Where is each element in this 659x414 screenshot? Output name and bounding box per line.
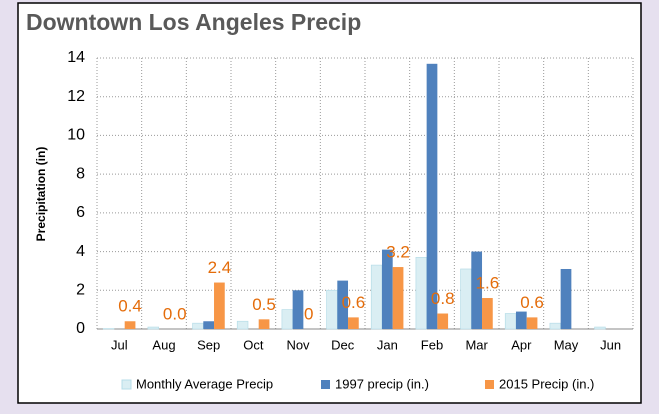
legend-swatch bbox=[485, 380, 494, 389]
bar bbox=[259, 319, 270, 329]
bar bbox=[125, 321, 136, 329]
y-tick-label: 6 bbox=[76, 204, 85, 221]
bar bbox=[327, 290, 338, 329]
data-label: 1.6 bbox=[476, 274, 500, 293]
bar bbox=[203, 321, 214, 329]
data-label: 0.0 bbox=[163, 304, 187, 323]
x-tick-label: Dec bbox=[331, 337, 355, 352]
legend-label: 1997 precip (in.) bbox=[335, 376, 429, 391]
data-label: 0.8 bbox=[431, 289, 455, 308]
bar bbox=[393, 267, 404, 329]
y-tick-label: 12 bbox=[67, 88, 85, 105]
data-label: 3.2 bbox=[386, 243, 410, 262]
legend-label: Monthly Average Precip bbox=[136, 376, 273, 391]
bar bbox=[416, 257, 427, 329]
legend-label: 2015 Precip (in.) bbox=[499, 376, 594, 391]
data-label: 0 bbox=[304, 304, 313, 323]
bar bbox=[348, 317, 359, 329]
bar bbox=[595, 327, 606, 329]
bar bbox=[550, 323, 561, 329]
x-tick-label: Nov bbox=[286, 337, 310, 352]
x-tick-label: Jul bbox=[111, 337, 128, 352]
x-tick-label: Jan bbox=[377, 337, 398, 352]
legend-swatch bbox=[321, 380, 330, 389]
bar bbox=[282, 310, 293, 329]
bar bbox=[371, 265, 382, 329]
bar bbox=[516, 312, 527, 329]
y-tick-label: 14 bbox=[67, 49, 85, 66]
bar bbox=[293, 290, 304, 329]
x-tick-label: Sep bbox=[197, 337, 220, 352]
y-tick-label: 8 bbox=[76, 165, 85, 182]
bar bbox=[527, 317, 538, 329]
data-label: 0.6 bbox=[520, 293, 544, 312]
bar bbox=[148, 327, 159, 329]
bar bbox=[505, 314, 516, 329]
bar bbox=[437, 314, 448, 329]
legend-swatch bbox=[122, 380, 131, 389]
y-tick-label: 10 bbox=[67, 127, 85, 144]
x-tick-label: Aug bbox=[152, 337, 175, 352]
bar bbox=[193, 323, 204, 329]
x-tick-label: May bbox=[554, 337, 579, 352]
y-axis-title: Precipitation (in) bbox=[34, 147, 48, 242]
chart-title: Downtown Los Angeles Precip bbox=[26, 9, 361, 35]
y-tick-label: 0 bbox=[76, 320, 85, 337]
bar bbox=[214, 283, 225, 329]
bar bbox=[237, 321, 248, 329]
bar bbox=[461, 269, 472, 329]
data-label: 0.4 bbox=[118, 297, 142, 316]
x-tick-label: Mar bbox=[465, 337, 488, 352]
data-label: 0.6 bbox=[342, 293, 366, 312]
x-tick-label: Feb bbox=[421, 337, 443, 352]
bar bbox=[561, 269, 572, 329]
data-label: 2.4 bbox=[208, 258, 232, 277]
x-tick-label: Jun bbox=[600, 337, 621, 352]
bar bbox=[482, 298, 493, 329]
x-tick-label: Apr bbox=[511, 337, 532, 352]
y-tick-label: 2 bbox=[76, 282, 85, 299]
x-tick-label: Oct bbox=[243, 337, 264, 352]
y-tick-label: 4 bbox=[76, 243, 85, 260]
data-label: 0.5 bbox=[252, 295, 276, 314]
